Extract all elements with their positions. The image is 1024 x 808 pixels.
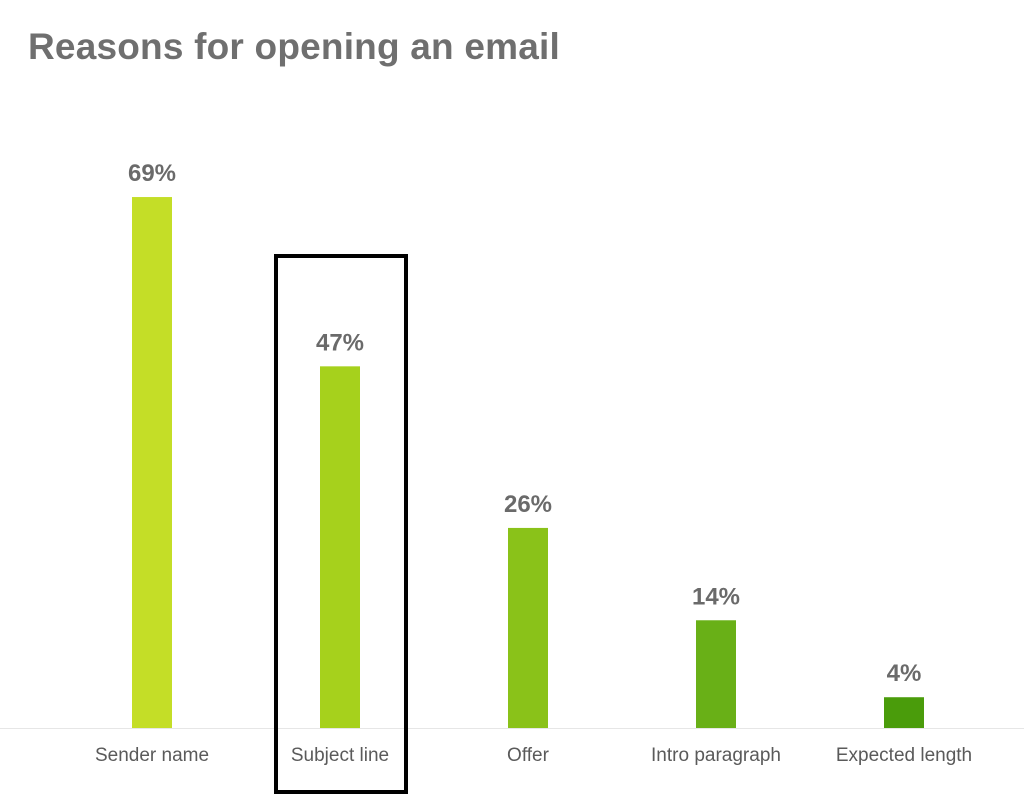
value-label-subject-line: 47%: [316, 329, 364, 356]
bar-intro-paragraph: [696, 620, 736, 728]
value-label-offer: 26%: [504, 491, 552, 518]
bar-subject-line: [320, 366, 360, 728]
category-label-sender-name: Sender name: [95, 745, 209, 766]
chart-title: Reasons for opening an email: [28, 26, 560, 67]
category-label-intro-paragraph: Intro paragraph: [651, 745, 781, 766]
category-label-expected-length: Expected length: [836, 745, 972, 766]
category-label-subject-line: Subject line: [291, 745, 389, 766]
labels-layer: 69% Sender name 47% Subject line 26% Offer 14%…: [95, 160, 972, 766]
bars-layer: [132, 197, 924, 729]
bar-expected-length: [884, 697, 924, 728]
value-label-sender-name: 69%: [128, 160, 176, 187]
bar-offer: [508, 527, 548, 728]
value-label-intro-paragraph: 14%: [692, 583, 740, 610]
bar-sender-name: [132, 197, 172, 729]
highlight-box: [274, 254, 408, 794]
value-label-expected-length: 4%: [887, 660, 922, 687]
category-label-offer: Offer: [507, 745, 550, 766]
